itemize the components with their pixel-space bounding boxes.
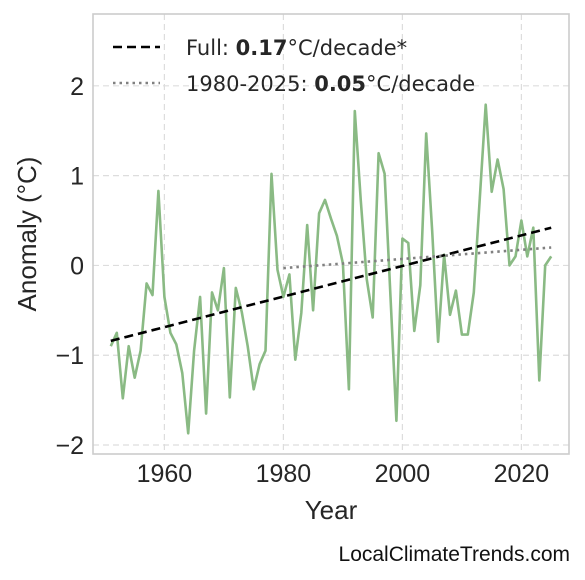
legend-full-value: 0.17 (236, 36, 288, 60)
y-tick-label: 2 (70, 73, 84, 101)
x-tick-label: 1980 (256, 460, 312, 488)
legend-label-recent: 1980-2025: 0.05°C/decade (186, 72, 475, 96)
grid (93, 14, 569, 454)
plot-background (93, 14, 569, 454)
y-tick-labels: −2 −1 0 1 2 (55, 73, 84, 460)
x-tick-label: 2000 (375, 460, 431, 488)
legend-label-full: Full: 0.17°C/decade* (186, 36, 407, 60)
anomaly-line (109, 103, 553, 435)
y-tick-label: 0 (70, 252, 84, 280)
y-axis-label: Anomaly (°C) (12, 157, 42, 312)
plot-frame (92, 13, 570, 455)
full-trend-line (110, 226, 552, 343)
x-tick-label: 2020 (494, 460, 550, 488)
y-tick-label: −2 (55, 432, 84, 460)
legend-recent-prefix: 1980-2025: (186, 72, 314, 96)
watermark: LocalClimateTrends.com (339, 543, 570, 566)
series-layer (109, 103, 553, 435)
y-tick-label: 1 (70, 163, 84, 191)
legend-recent-value: 0.05 (314, 72, 366, 96)
y-tick-label: −1 (55, 342, 84, 370)
x-tick-label: 1960 (137, 460, 193, 488)
legend-full-prefix: Full: (186, 36, 236, 60)
x-axis-label: Year (305, 495, 358, 525)
legend: Full: 0.17°C/decade* 1980-2025: 0.05°C/d… (113, 36, 475, 96)
x-tick-labels: 1960 1980 2000 2020 (137, 460, 550, 488)
legend-recent-suffix: °C/decade (366, 72, 475, 96)
legend-full-suffix: °C/decade* (288, 36, 408, 60)
